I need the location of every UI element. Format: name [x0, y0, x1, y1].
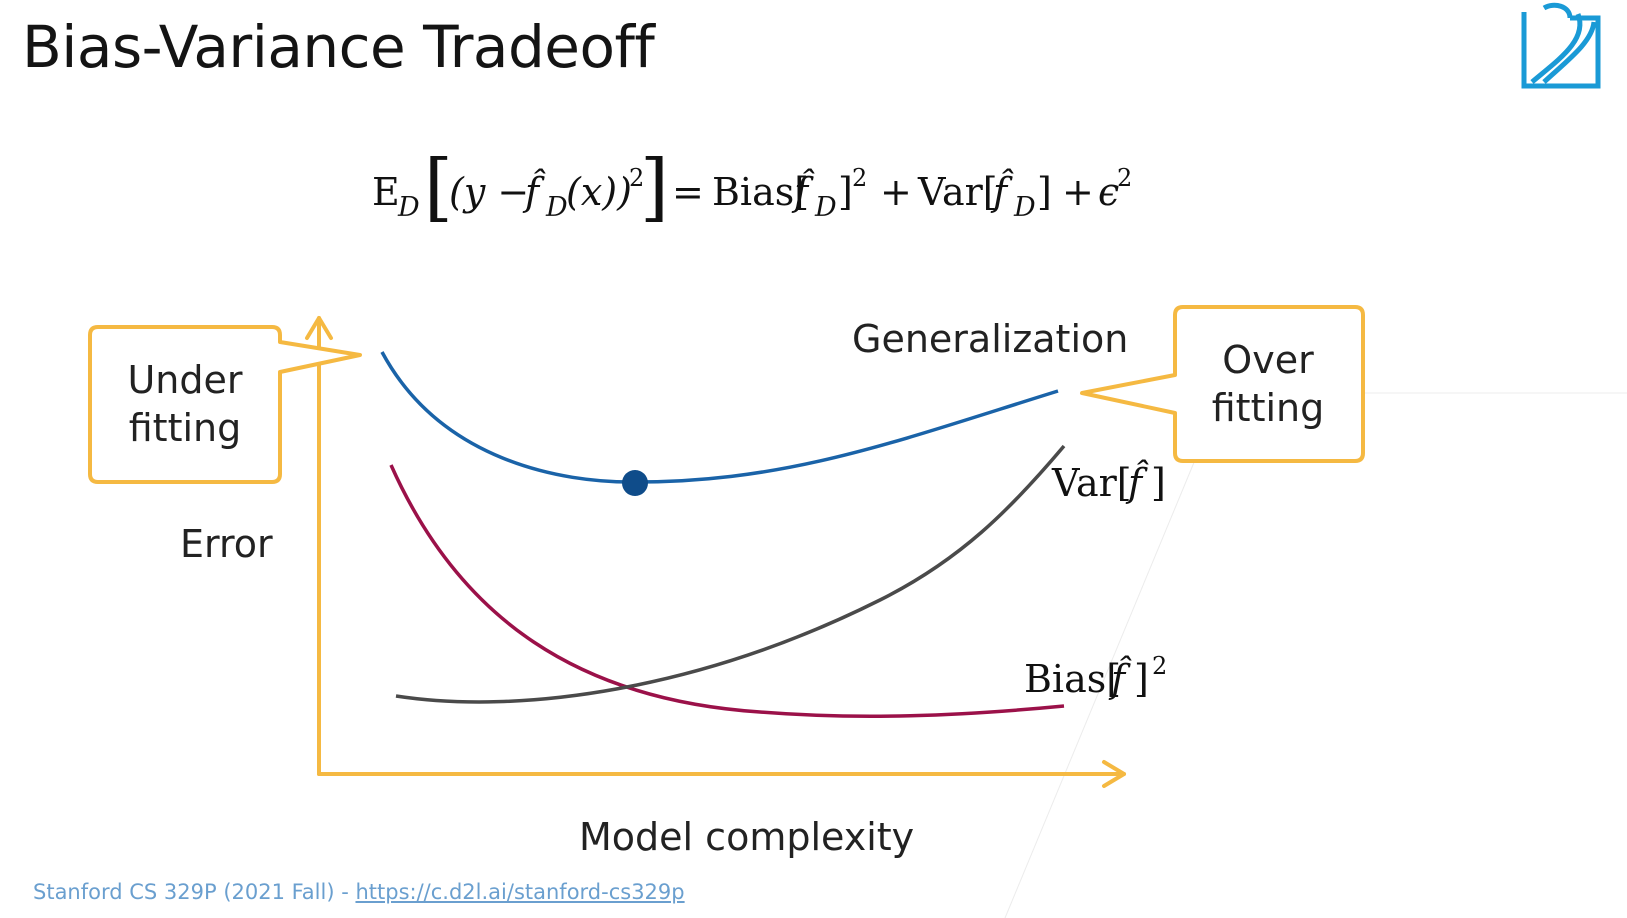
bias-label-close: ]: [1134, 657, 1149, 701]
overfitting-callout-line2: fitting: [1212, 386, 1325, 430]
var-term-subscript: D: [1013, 192, 1036, 223]
bias-label-word: Bias[: [1024, 657, 1121, 701]
plus-sign-1: +: [880, 170, 912, 214]
variance-label: Var[ f̂ ]: [1051, 460, 1166, 505]
loss-f-hat: f̂: [522, 169, 546, 214]
generalization-curve: [380, 351, 1059, 484]
bias-term-subscript: D: [814, 192, 837, 223]
loss-exponent: 2: [629, 164, 644, 192]
y-axis-arrowhead: [305, 316, 333, 340]
variance-label-word: Var[: [1051, 461, 1132, 505]
bias-label: Bias[ f̂ ] 2: [1024, 652, 1167, 701]
y-axis-label: Error: [180, 522, 273, 566]
loss-f-subscript: D: [545, 192, 568, 223]
axes: [305, 316, 1126, 788]
footer-course-text: Stanford CS 329P (2021 Fall) -: [33, 880, 356, 904]
bias-term-word: Bias[: [712, 170, 809, 214]
background-line: [1004, 459, 1196, 918]
equals-sign: =: [672, 170, 704, 214]
expectation-subscript: D: [397, 192, 420, 223]
bias-term-exponent: 2: [852, 164, 867, 192]
bias-label-f-hat: f̂: [1108, 656, 1132, 701]
expectation-operator: E: [372, 170, 400, 214]
loss-inner-prefix: (y −: [449, 170, 529, 214]
var-term-word: Var[: [917, 170, 998, 214]
bias-term-close: ]: [838, 170, 853, 214]
overfitting-callout: Over fitting: [1080, 305, 1365, 463]
footer-citation: Stanford CS 329P (2021 Fall) - https://c…: [33, 880, 685, 904]
bias-variance-equation: E D [ (y − f̂ D (x)) 2 ] = Bias[ f̂ D ] …: [372, 144, 1132, 230]
underfitting-callout-line2: fitting: [129, 406, 242, 450]
d2l-logo-icon: [1521, 2, 1601, 89]
overfitting-callout-bubble: [1080, 305, 1365, 463]
var-term-f-hat: f̂: [990, 169, 1014, 214]
variance-label-close: ]: [1151, 461, 1166, 505]
left-bracket: [: [424, 144, 453, 230]
generalization-minimum-point: [622, 470, 648, 496]
noise-term: ϵ: [1098, 170, 1119, 214]
plus-sign-2: +: [1062, 170, 1094, 214]
variance-curve: [395, 444, 1066, 704]
slide-title: Bias-Variance Tradeoff: [22, 13, 655, 81]
bias-curve: [389, 464, 1065, 718]
bias-label-exponent: 2: [1152, 652, 1167, 680]
var-term-close: ]: [1037, 170, 1052, 214]
underfitting-callout-line1: Under: [127, 358, 242, 402]
loss-inner-suffix: (x)): [566, 170, 632, 214]
overfitting-callout-line1: Over: [1222, 338, 1314, 382]
bias-term-f-hat: f̂: [791, 169, 815, 214]
generalization-label: Generalization: [852, 317, 1128, 361]
x-axis-label: Model complexity: [579, 815, 914, 859]
footer-course-link[interactable]: https://c.d2l.ai/stanford-cs329p: [355, 880, 685, 904]
underfitting-callout-bubble: [88, 325, 362, 484]
right-bracket: ]: [640, 144, 669, 230]
noise-exponent: 2: [1117, 164, 1132, 192]
variance-label-f-hat: f̂: [1125, 460, 1149, 505]
x-axis-arrowhead: [1102, 760, 1126, 788]
underfitting-callout: Under fitting: [88, 325, 362, 484]
